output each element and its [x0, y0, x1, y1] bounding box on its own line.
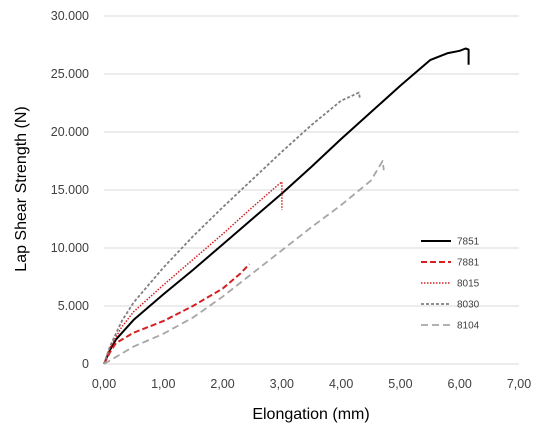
data-series: [103, 47, 470, 365]
tick-labels: 0 5.000 10.000 15.000 20.000 25.000 30.000 0,00…: [51, 9, 531, 391]
legend-label-7881: 7881: [457, 258, 480, 269]
x-tick-label: 2,00: [210, 377, 234, 391]
legend: 7851 7881 8015 8030 8104: [421, 237, 480, 332]
x-axis-title: Elongation (mm): [252, 406, 369, 423]
x-tick-label: 4,00: [329, 377, 353, 391]
y-tick-label: 25.000: [51, 67, 89, 81]
y-tick-label: 15.000: [51, 183, 89, 197]
x-tick-label: 0,00: [92, 377, 116, 391]
x-tick-label: 1,00: [151, 377, 175, 391]
legend-label-8015: 8015: [457, 279, 480, 290]
series-line-8104: [103, 160, 385, 365]
y-tick-label: 0: [82, 357, 89, 371]
x-tick-label: 3,00: [270, 377, 294, 391]
y-axis-title: Lap Shear Strength (N): [13, 106, 30, 271]
y-tick-label: 20.000: [51, 125, 89, 139]
y-tick-label: 30.000: [51, 9, 89, 23]
series-line-7881: [103, 263, 251, 365]
x-tick-label: 7,00: [507, 377, 531, 391]
y-tick-label: 5.000: [58, 299, 89, 313]
series-line-7851: [103, 47, 470, 365]
x-tick-label: 6,00: [448, 377, 472, 391]
legend-label-8104: 8104: [457, 321, 480, 332]
y-tick-label: 10.000: [51, 241, 89, 255]
x-tick-label: 5,00: [388, 377, 412, 391]
legend-label-8030: 8030: [457, 300, 480, 311]
legend-label-7851: 7851: [457, 237, 480, 248]
series-line-8030: [103, 91, 361, 365]
horizontal-gridlines: [104, 15, 519, 307]
series-line-8015: [103, 181, 283, 365]
